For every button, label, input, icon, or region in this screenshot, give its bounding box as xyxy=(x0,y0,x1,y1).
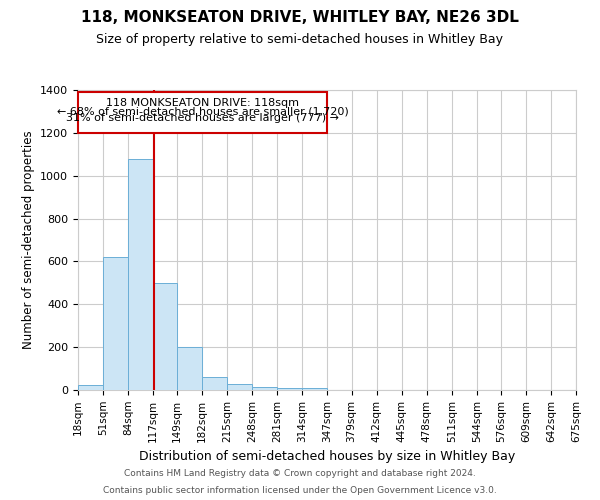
Bar xyxy=(277,388,302,390)
Y-axis label: Number of semi-detached properties: Number of semi-detached properties xyxy=(22,130,35,350)
Bar xyxy=(227,384,253,390)
Text: Size of property relative to semi-detached houses in Whitley Bay: Size of property relative to semi-detach… xyxy=(97,32,503,46)
Text: Contains public sector information licensed under the Open Government Licence v3: Contains public sector information licen… xyxy=(103,486,497,495)
Bar xyxy=(253,387,277,390)
Bar xyxy=(128,158,153,390)
Bar xyxy=(153,283,177,390)
Text: ← 68% of semi-detached houses are smaller (1,720): ← 68% of semi-detached houses are smalle… xyxy=(57,106,349,116)
Text: 31% of semi-detached houses are larger (777) →: 31% of semi-detached houses are larger (… xyxy=(66,113,339,123)
Bar xyxy=(202,377,227,390)
Text: 118, MONKSEATON DRIVE, WHITLEY BAY, NE26 3DL: 118, MONKSEATON DRIVE, WHITLEY BAY, NE26… xyxy=(81,10,519,25)
Text: Contains HM Land Registry data © Crown copyright and database right 2024.: Contains HM Land Registry data © Crown c… xyxy=(124,468,476,477)
Bar xyxy=(78,384,103,390)
Bar xyxy=(177,347,202,390)
X-axis label: Distribution of semi-detached houses by size in Whitley Bay: Distribution of semi-detached houses by … xyxy=(139,450,515,463)
Text: 118 MONKSEATON DRIVE: 118sqm: 118 MONKSEATON DRIVE: 118sqm xyxy=(106,98,299,108)
FancyBboxPatch shape xyxy=(79,92,327,133)
Bar xyxy=(302,388,328,390)
Bar xyxy=(103,257,128,390)
